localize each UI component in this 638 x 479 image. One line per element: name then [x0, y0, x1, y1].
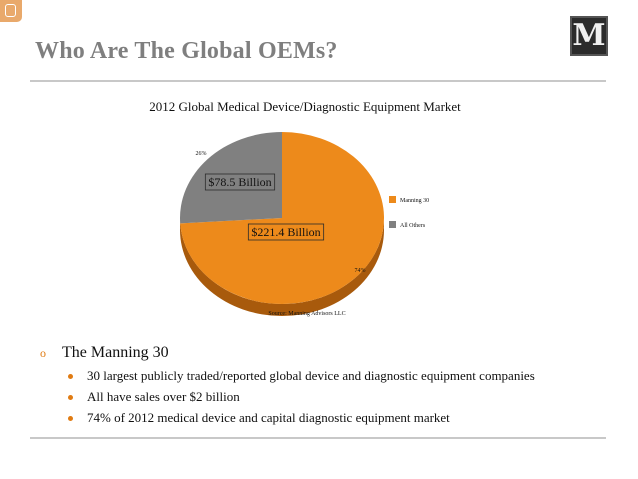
slice-value-label-1: $78.5 Billion	[208, 175, 271, 189]
title-divider	[30, 80, 606, 82]
slice-percent-label-1: 26%	[196, 151, 207, 157]
pie-slices	[180, 132, 385, 304]
legend-label-0: Manning 30	[400, 198, 429, 204]
list-item: 74% of 2012 medical device and capital d…	[68, 410, 620, 426]
bullet-heading-row: o The Manning 30	[40, 344, 620, 362]
bullet-dot-icon	[68, 395, 73, 400]
corner-logo	[0, 0, 22, 22]
chart-legend: Manning 30 All Others	[389, 196, 429, 229]
brand-letter: M	[572, 18, 606, 53]
chart-title-wrap: 2012 Global Medical Device/Diagnostic Eq…	[0, 99, 638, 115]
bullet-text: 30 largest publicly traded/reported glob…	[87, 368, 535, 383]
brand-logo: M	[570, 16, 608, 56]
slice-percent-label-0: 74%	[355, 268, 366, 274]
chart-title: 2012 Global Medical Device/Diagnostic Eq…	[149, 99, 461, 114]
bullet-dot-icon	[68, 374, 73, 379]
bullet-text: 74% of 2012 medical device and capital d…	[87, 410, 450, 425]
list-item: 30 largest publicly traded/reported glob…	[68, 368, 620, 384]
bullet-heading: The Manning 30	[62, 344, 169, 361]
pie-labels: $78.5 Billion $221.4 Billion 26% 74%	[196, 151, 366, 274]
bullet-marker: o	[40, 345, 46, 360]
slice-value-label-0-box	[247, 223, 325, 241]
slide-title: Who Are The Global OEMs?	[35, 38, 338, 64]
legend-swatch-0	[389, 196, 396, 203]
pie-slice-0	[180, 132, 385, 304]
legend-swatch-1	[389, 221, 396, 228]
pie-slice-1	[180, 132, 282, 224]
list-item: All have sales over $2 billion	[68, 389, 620, 405]
footer-divider	[30, 437, 606, 439]
legend-label-1: All Others	[400, 223, 426, 229]
slice-value-label-1-box	[204, 173, 276, 191]
bullet-dot-icon	[68, 416, 73, 421]
bullet-list: 30 largest publicly traded/reported glob…	[40, 368, 620, 426]
chart-source: Source: Manning Advisors LLC	[268, 311, 345, 317]
bullet-text: All have sales over $2 billion	[87, 389, 240, 404]
slice-value-label-0: $221.4 Billion	[251, 225, 320, 239]
bullet-section: o The Manning 30 30 largest publicly tra…	[40, 344, 620, 431]
